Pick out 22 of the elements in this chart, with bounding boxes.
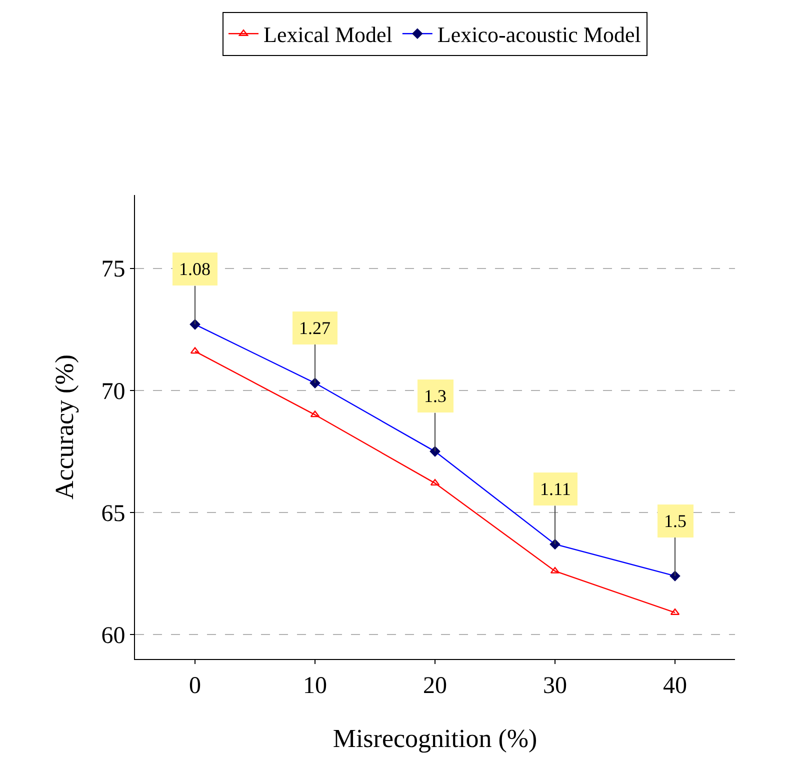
point bbox=[310, 410, 320, 418]
x-axis-title: Misrecognition (%) bbox=[332, 724, 538, 753]
annotation: 1.3 bbox=[424, 386, 446, 406]
x-tick-label: 0 bbox=[189, 672, 201, 699]
x-tick-label: 40 bbox=[663, 672, 687, 699]
point bbox=[190, 347, 200, 354]
annotation: 1.27 bbox=[299, 318, 330, 338]
x-tick-label: 20 bbox=[423, 672, 447, 699]
point bbox=[430, 479, 440, 486]
annotation: 1.08 bbox=[179, 259, 210, 279]
y-tick-label: 60 bbox=[101, 622, 126, 649]
x-tick-label: 10 bbox=[303, 672, 327, 699]
annotation: 1.11 bbox=[540, 479, 571, 499]
legend-label: Lexico-acoustic Model bbox=[437, 22, 641, 48]
x-tick-label: 30 bbox=[543, 672, 567, 699]
y-tick-label: 70 bbox=[101, 378, 126, 405]
point bbox=[550, 566, 560, 574]
y-tick-label: 75 bbox=[101, 256, 126, 283]
y-axis-title: Accuracy (%) bbox=[50, 354, 79, 500]
legend-label: Lexical Model bbox=[264, 22, 392, 48]
y-tick-label: 65 bbox=[101, 500, 126, 527]
annotation: 1.5 bbox=[664, 511, 686, 531]
